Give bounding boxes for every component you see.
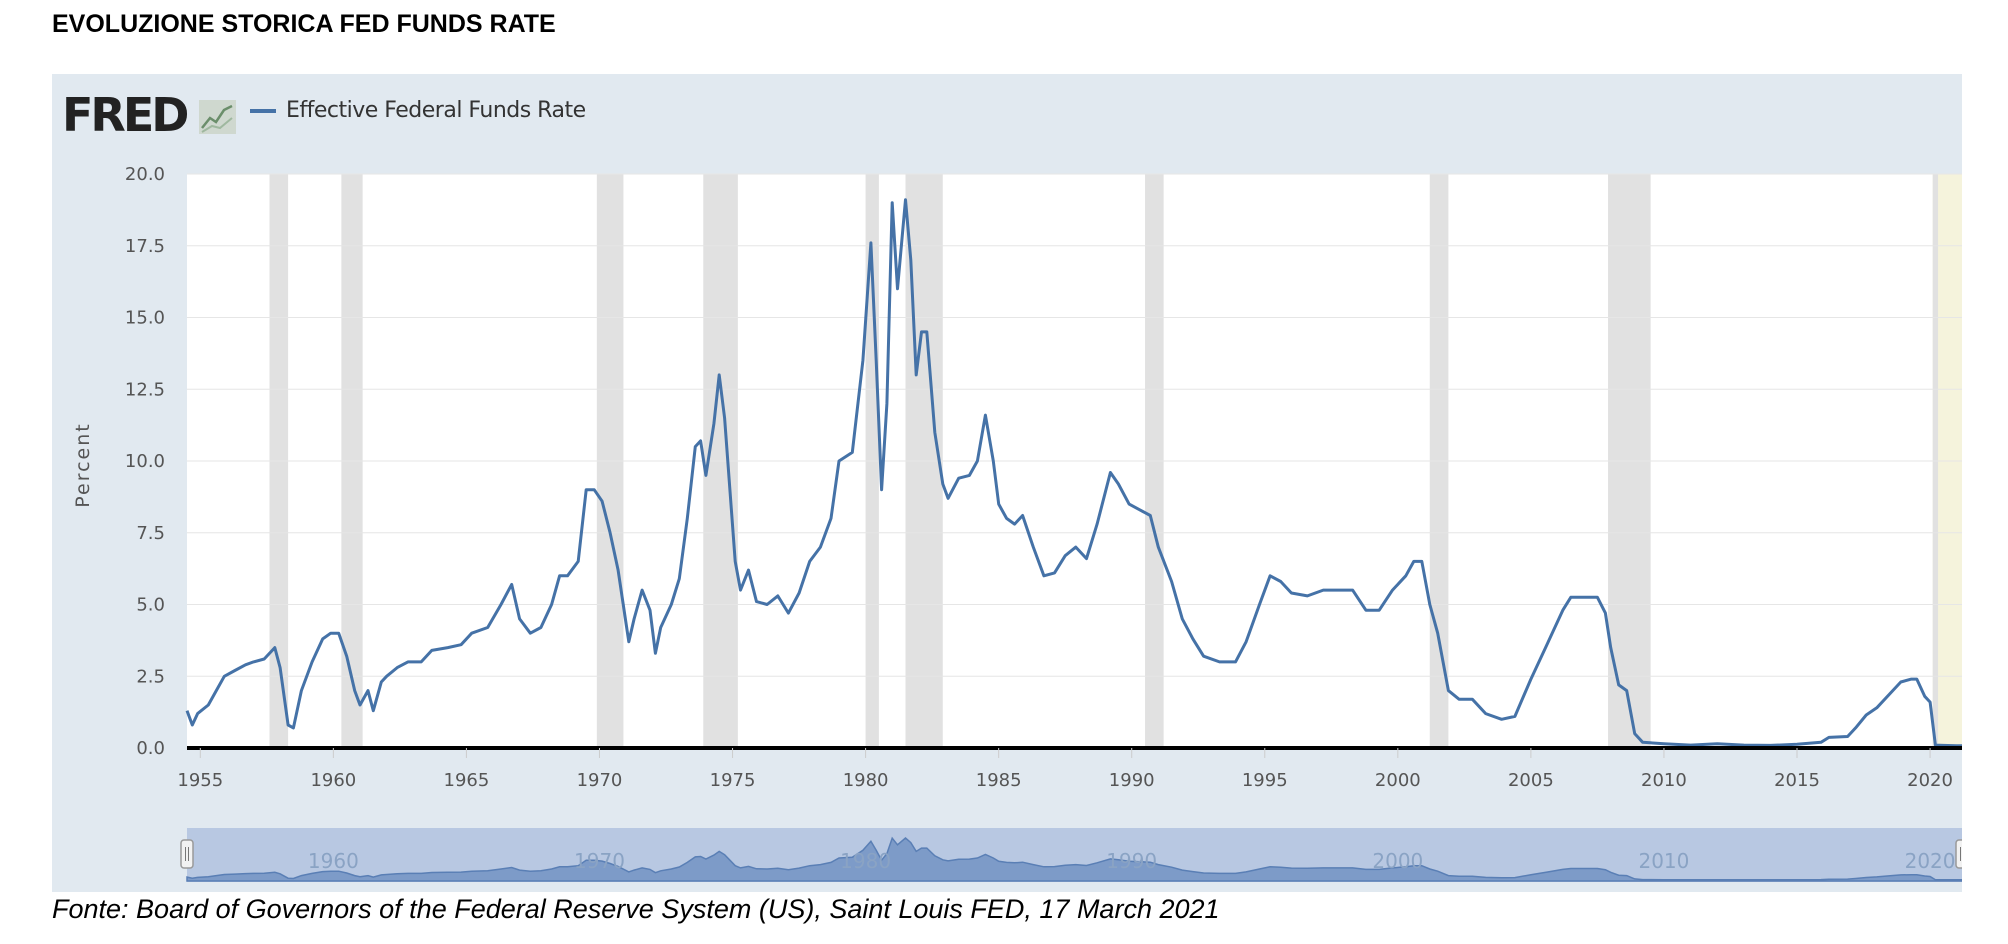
document-title: EVOLUZIONE STORICA FED FUNDS RATE [52,10,556,38]
range-navigator: 1960 1970 1980 1990 2000 2010 2020 [180,828,1962,882]
x-tick-label: 2005 [1508,770,1554,791]
y-tick-label: 0.0 [136,738,165,759]
plot-area [185,173,1962,750]
source-note: Fonte: Board of Governors of the Federal… [52,894,1220,924]
x-tick-label: 2000 [1375,770,1421,791]
navigator-handle-left[interactable] [180,839,194,869]
x-tick-label: 1980 [843,770,889,791]
x-tick-label: 1985 [976,770,1022,791]
fed-funds-chart: 1955 1960 1965 1970 1975 1980 1985 1990 1995 2000… [72,164,1962,882]
navigator-label: 2020 [1905,849,1956,873]
chart-line-icon [199,100,236,134]
fred-logo[interactable]: FRED [62,88,189,142]
y-axis: Percent 0.0 2.5 5.0 7.5 10.0 12.5 15.0 17.5 20.0 [72,164,165,759]
navigator-label: 2010 [1638,849,1689,873]
x-tick-label: 1965 [444,770,490,791]
navigator-handle-right[interactable] [1955,839,1962,869]
navigator-label: 2000 [1372,849,1423,873]
x-tick-label: 2015 [1774,770,1820,791]
x-tick-label: 2010 [1641,770,1687,791]
y-tick-label: 5.0 [136,595,165,616]
navigator-label: 1980 [840,849,891,873]
legend-swatch [250,108,276,113]
legend-label: Effective Federal Funds Rate [286,98,586,123]
x-tick-label: 1955 [177,770,223,791]
y-tick-label: 17.5 [125,236,165,257]
y-axis-label: Percent [72,422,94,508]
navigator-label: 1970 [574,849,625,873]
navigator-series-area [186,836,1962,882]
y-tick-label: 7.5 [136,523,165,544]
series-line[interactable] [185,198,1962,748]
x-tick-label: 1990 [1109,770,1155,791]
y-tick-label: 2.5 [136,666,165,687]
x-tick-label: 1975 [710,770,756,791]
x-axis: 1955 1960 1965 1970 1975 1980 1985 1990 1995 2000… [177,748,1953,791]
navigator-label: 1990 [1106,849,1157,873]
x-tick-label: 1970 [577,770,623,791]
navigator-label: 1960 [308,849,359,873]
x-tick-label: 2020 [1907,770,1953,791]
y-tick-label: 10.0 [125,451,165,472]
chart-legend[interactable]: Effective Federal Funds Rate [250,98,586,123]
y-tick-label: 12.5 [125,379,165,400]
y-tick-label: 15.0 [125,308,165,329]
x-tick-label: 1995 [1242,770,1288,791]
y-tick-label: 20.0 [125,164,165,185]
x-tick-label: 1960 [310,770,356,791]
